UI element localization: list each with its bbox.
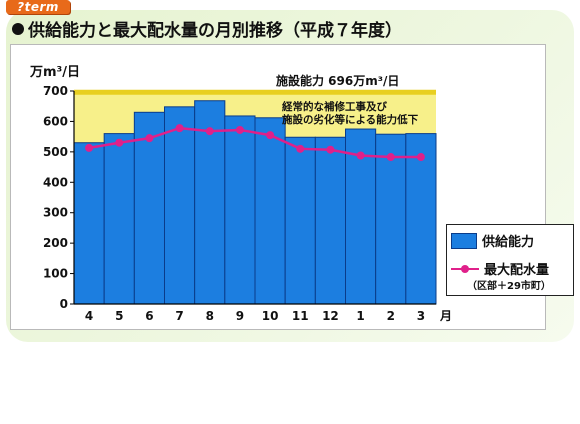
axes-group — [70, 90, 436, 305]
bar-5 — [103, 133, 135, 305]
point-11 — [296, 144, 305, 153]
bar-10 — [254, 117, 286, 305]
y-tick-label-700: 700 — [43, 84, 68, 98]
point-7 — [175, 124, 184, 133]
legend-label-max-distribution: 最大配水量 — [484, 263, 550, 278]
y-tick-label-300: 300 — [43, 206, 68, 220]
x-tick-label-8: 8 — [206, 309, 214, 323]
y-tick-label-100: 100 — [43, 267, 68, 281]
x-tick-label-1: 1 — [356, 309, 364, 323]
point-9 — [235, 125, 244, 134]
max-distribution-line — [88, 126, 421, 159]
x-tick-label-7: 7 — [175, 309, 183, 323]
point-3 — [416, 153, 425, 162]
term-logo: ?term — [6, 0, 70, 14]
legend-swatch-bar — [451, 232, 477, 249]
bar-4 — [73, 142, 105, 305]
legend-item-supply: 供給能力 — [451, 231, 534, 250]
y-tick-label-500: 500 — [43, 145, 68, 159]
point-4 — [85, 143, 94, 152]
x-tick-label-4: 4 — [85, 309, 93, 323]
legend-item-max-distribution: 最大配水量 — [451, 259, 549, 278]
x-tick-label-9: 9 — [236, 309, 244, 323]
x-tick-label-12: 12 — [322, 309, 339, 323]
logo-text: term — [24, 0, 59, 14]
y-tick-label-400: 400 — [43, 175, 68, 189]
point-8 — [205, 127, 214, 136]
line-group — [85, 124, 425, 162]
bar-11 — [284, 136, 316, 305]
y-tick-label-0: 0 — [60, 297, 68, 311]
legend-sub-label: （区部＋29市町） — [467, 281, 551, 292]
point-5 — [115, 138, 124, 147]
y-tick-label-600: 600 — [43, 114, 68, 128]
legend-swatch-line — [451, 261, 479, 277]
point-10 — [266, 131, 275, 140]
bar-9 — [224, 115, 256, 305]
bars-group — [73, 100, 437, 305]
title-text: 供給能力と最大配水量の月別推移（平成７年度） — [28, 21, 402, 41]
capacity-label: 施設能力 696万m³/日 — [276, 73, 399, 88]
y-axis-label: 万m³/日 — [29, 65, 80, 80]
x-tick-label-2: 2 — [387, 309, 395, 323]
bar-7 — [164, 106, 196, 305]
point-2 — [386, 153, 395, 162]
x-tick-label-3: 3 — [417, 309, 425, 323]
bullet-icon — [12, 23, 24, 35]
annotation-line-1: 経常的な補修工事及び — [282, 100, 387, 113]
bar-12 — [314, 136, 347, 305]
chart-legend: 供給能力 最大配水量 （区部＋29市町） — [446, 224, 574, 296]
x-tick-label-10: 10 — [262, 309, 279, 323]
x-unit-label: 月 — [439, 309, 452, 323]
x-tick-label-5: 5 — [115, 309, 123, 323]
point-6 — [145, 134, 154, 143]
bar-2 — [375, 133, 407, 305]
page-title: 供給能力と最大配水量の月別推移（平成７年度） — [12, 16, 402, 41]
annotation-line-2: 施設の劣化等による能力低下 — [282, 113, 419, 126]
x-tick-label-11: 11 — [292, 309, 309, 323]
y-tick-label-200: 200 — [43, 236, 68, 250]
point-12 — [326, 145, 335, 154]
point-1 — [356, 151, 365, 160]
x-tick-label-6: 6 — [145, 309, 153, 323]
legend-label-supply: 供給能力 — [482, 235, 535, 250]
